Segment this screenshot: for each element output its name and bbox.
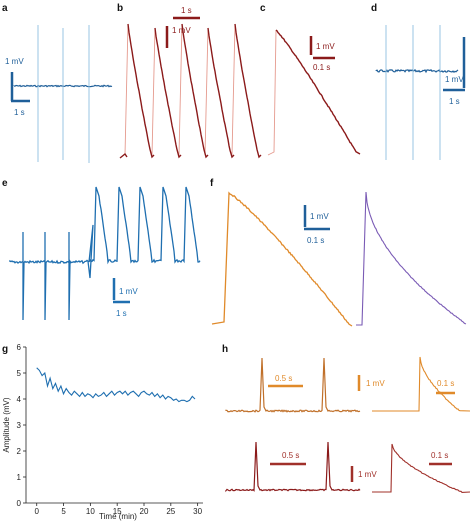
panel-b-scalebar-v-label: 1 mV	[172, 26, 191, 35]
panel-h-top-scalebar-h2-label: 0.1 s	[437, 379, 454, 388]
panel-a-scalebar-v-label: 1 mV	[5, 57, 24, 66]
panel-h-bottom-scalebar-v-label: 1 mV	[358, 470, 377, 479]
panel-h-bottom-left-trace	[225, 441, 361, 493]
g-y-tick-label: 0	[17, 499, 22, 508]
panel-e-trace	[9, 186, 201, 321]
g-x-tick-label: 0	[35, 507, 40, 516]
panel-e-scalebar-h-label: 1 s	[116, 309, 127, 318]
panel-b-trace-dark	[119, 23, 262, 159]
panel-h-top-left-trace	[225, 357, 361, 413]
panel-letter-f: f	[210, 178, 214, 189]
panel-letter-c: c	[260, 3, 266, 14]
panel-c: 1 mV 0.1 s	[267, 29, 361, 156]
panel-h-top-right-trace	[372, 356, 471, 412]
panel-a: 1 mV 1 s	[5, 25, 113, 163]
panel-a-scalebar-h-label: 1 s	[14, 108, 25, 117]
panel-c-scalebar-h-label: 0.1 s	[313, 63, 330, 72]
g-x-tick-label: 25	[166, 507, 175, 516]
panel-c-trace-light	[267, 29, 277, 156]
panel-g-chart: 0 5 10 15 20 25 30 0 1 2 3 4 5 6 Time (min) Amplitude…	[2, 343, 203, 521]
panel-b: 1 s 1 mV	[119, 6, 262, 159]
g-y-tick-label: 2	[17, 447, 22, 456]
g-y-tick-label: 3	[17, 421, 22, 430]
panel-letter-a: a	[2, 3, 8, 14]
panel-d-trace	[375, 68, 459, 74]
panel-f-scalebar-h-label: 0.1 s	[307, 236, 324, 245]
g-x-tick-label: 20	[140, 507, 149, 516]
panel-b-trace-light	[124, 23, 236, 156]
panel-letter-b: b	[117, 3, 123, 14]
panel-c-trace-dark	[275, 29, 361, 155]
panel-d-scalebar-v-label: 1 mV	[445, 75, 464, 84]
panel-h-top-scalebar-v-label: 1 mV	[366, 379, 385, 388]
panel-e-scalebar-v-label: 1 mV	[119, 287, 138, 296]
panel-h-bottom-right-trace	[372, 443, 471, 493]
panel-letter-d: d	[371, 3, 377, 14]
panel-a-trace	[13, 84, 113, 88]
panel-letter-g: g	[2, 344, 8, 355]
panel-letter-h: h	[222, 344, 228, 355]
g-y-tick-label: 6	[17, 343, 22, 352]
g-series-line	[36, 367, 196, 403]
g-y-label: Amplitude (mV)	[2, 397, 11, 452]
panel-letter-e: e	[2, 178, 8, 189]
g-x-tick-label: 30	[193, 507, 202, 516]
g-y-tick-label: 5	[17, 369, 22, 378]
panel-h: 0.5 s 1 mV 0.1 s 0.5 s 1 mV 0.1 s	[225, 356, 471, 493]
panel-c-scalebar-v-label: 1 mV	[316, 42, 335, 51]
panel-b-scalebar-h-label: 1 s	[181, 6, 192, 15]
g-x-label: Time (min)	[99, 512, 137, 521]
g-x-tick-label: 15	[113, 507, 122, 516]
g-y-tick-label: 4	[17, 395, 22, 404]
panel-d-scalebar-h-label: 1 s	[449, 97, 460, 106]
g-x-tick-label: 5	[61, 507, 66, 516]
panel-e: 1 mV 1 s	[9, 186, 201, 321]
panel-f-trace-right	[356, 191, 467, 326]
panel-h-bottom-scalebar-h2-label: 0.1 s	[431, 451, 448, 460]
panel-h-bottom-scalebar-h1-label: 0.5 s	[282, 451, 299, 460]
panel-h-top-scalebar-h1-label: 0.5 s	[275, 374, 292, 383]
panel-f: 1 mV 0.1 s	[211, 191, 467, 327]
panel-d: 1 mV 1 s	[375, 25, 466, 160]
g-y-tick-label: 1	[17, 473, 22, 482]
panel-f-scalebar-v-label: 1 mV	[310, 212, 329, 221]
g-x-tick-label: 10	[86, 507, 95, 516]
panel-f-trace-left	[211, 191, 353, 327]
